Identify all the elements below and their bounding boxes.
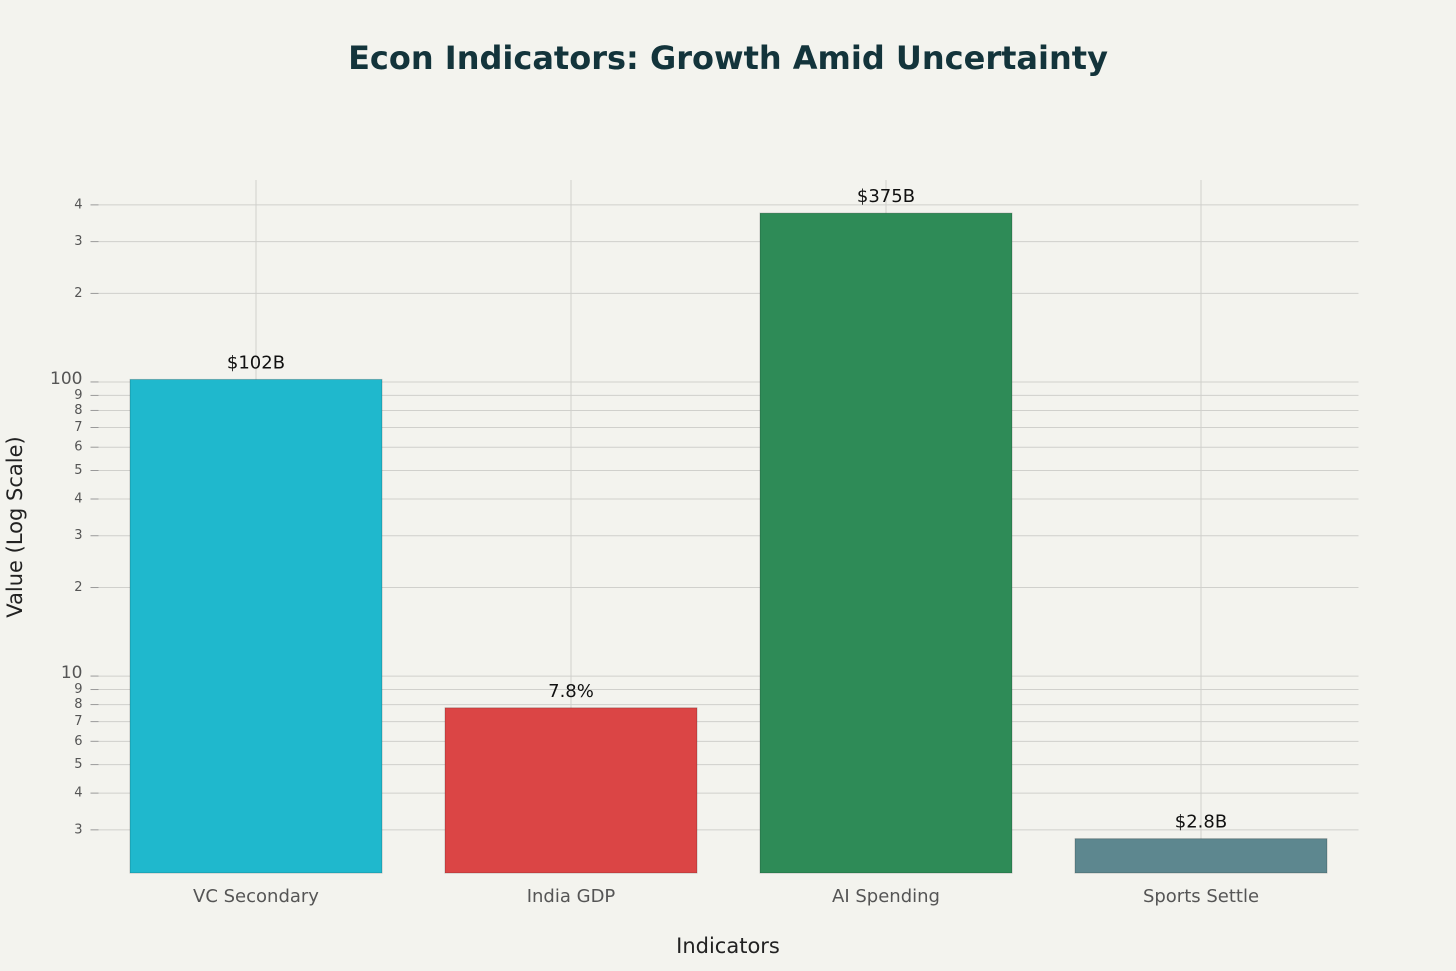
y-tick-label: 5 xyxy=(74,463,82,478)
chart-title: Econ Indicators: Growth Amid Uncertainty xyxy=(348,39,1108,77)
x-tick-label: Sports Settle xyxy=(1143,886,1259,907)
y-tick-label: 2 xyxy=(74,286,82,301)
y-axis-title: Value (Log Scale) xyxy=(3,436,27,617)
y-tick-label: 8 xyxy=(74,697,82,712)
y-tick-label: 6 xyxy=(74,440,82,455)
data-label: $375B xyxy=(857,186,915,207)
data-label: $2.8B xyxy=(1175,812,1227,833)
y-tick-label: 7 xyxy=(74,420,82,435)
y-tick-label: 9 xyxy=(74,682,82,697)
y-tick-label: 10 xyxy=(61,663,83,683)
y-tick-label: 8 xyxy=(74,403,82,418)
y-tick-label: 4 xyxy=(74,491,82,506)
bar xyxy=(1074,838,1328,874)
y-tick-label: 5 xyxy=(74,757,82,772)
data-label: 7.8% xyxy=(548,681,594,702)
bar xyxy=(759,212,1013,874)
bar xyxy=(444,707,698,874)
y-tick-label: 3 xyxy=(74,822,82,837)
y-tick-label: 3 xyxy=(74,528,82,543)
y-tick-label: 9 xyxy=(74,388,82,403)
y-tick-label: 100 xyxy=(50,369,82,389)
y-tick-label: 7 xyxy=(74,714,82,729)
x-tick-label: VC Secondary xyxy=(193,886,319,907)
y-tick-label: 6 xyxy=(74,734,82,749)
y-tick-label: 3 xyxy=(74,234,82,249)
bar xyxy=(129,378,383,874)
y-tick-label: 4 xyxy=(74,197,82,212)
x-tick-label: India GDP xyxy=(527,886,616,907)
x-axis-title: Indicators xyxy=(676,934,780,958)
y-tick-label: 4 xyxy=(74,786,82,801)
data-label: $102B xyxy=(227,352,285,373)
x-tick-label: AI Spending xyxy=(832,886,940,907)
y-tick-label: 2 xyxy=(74,580,82,595)
